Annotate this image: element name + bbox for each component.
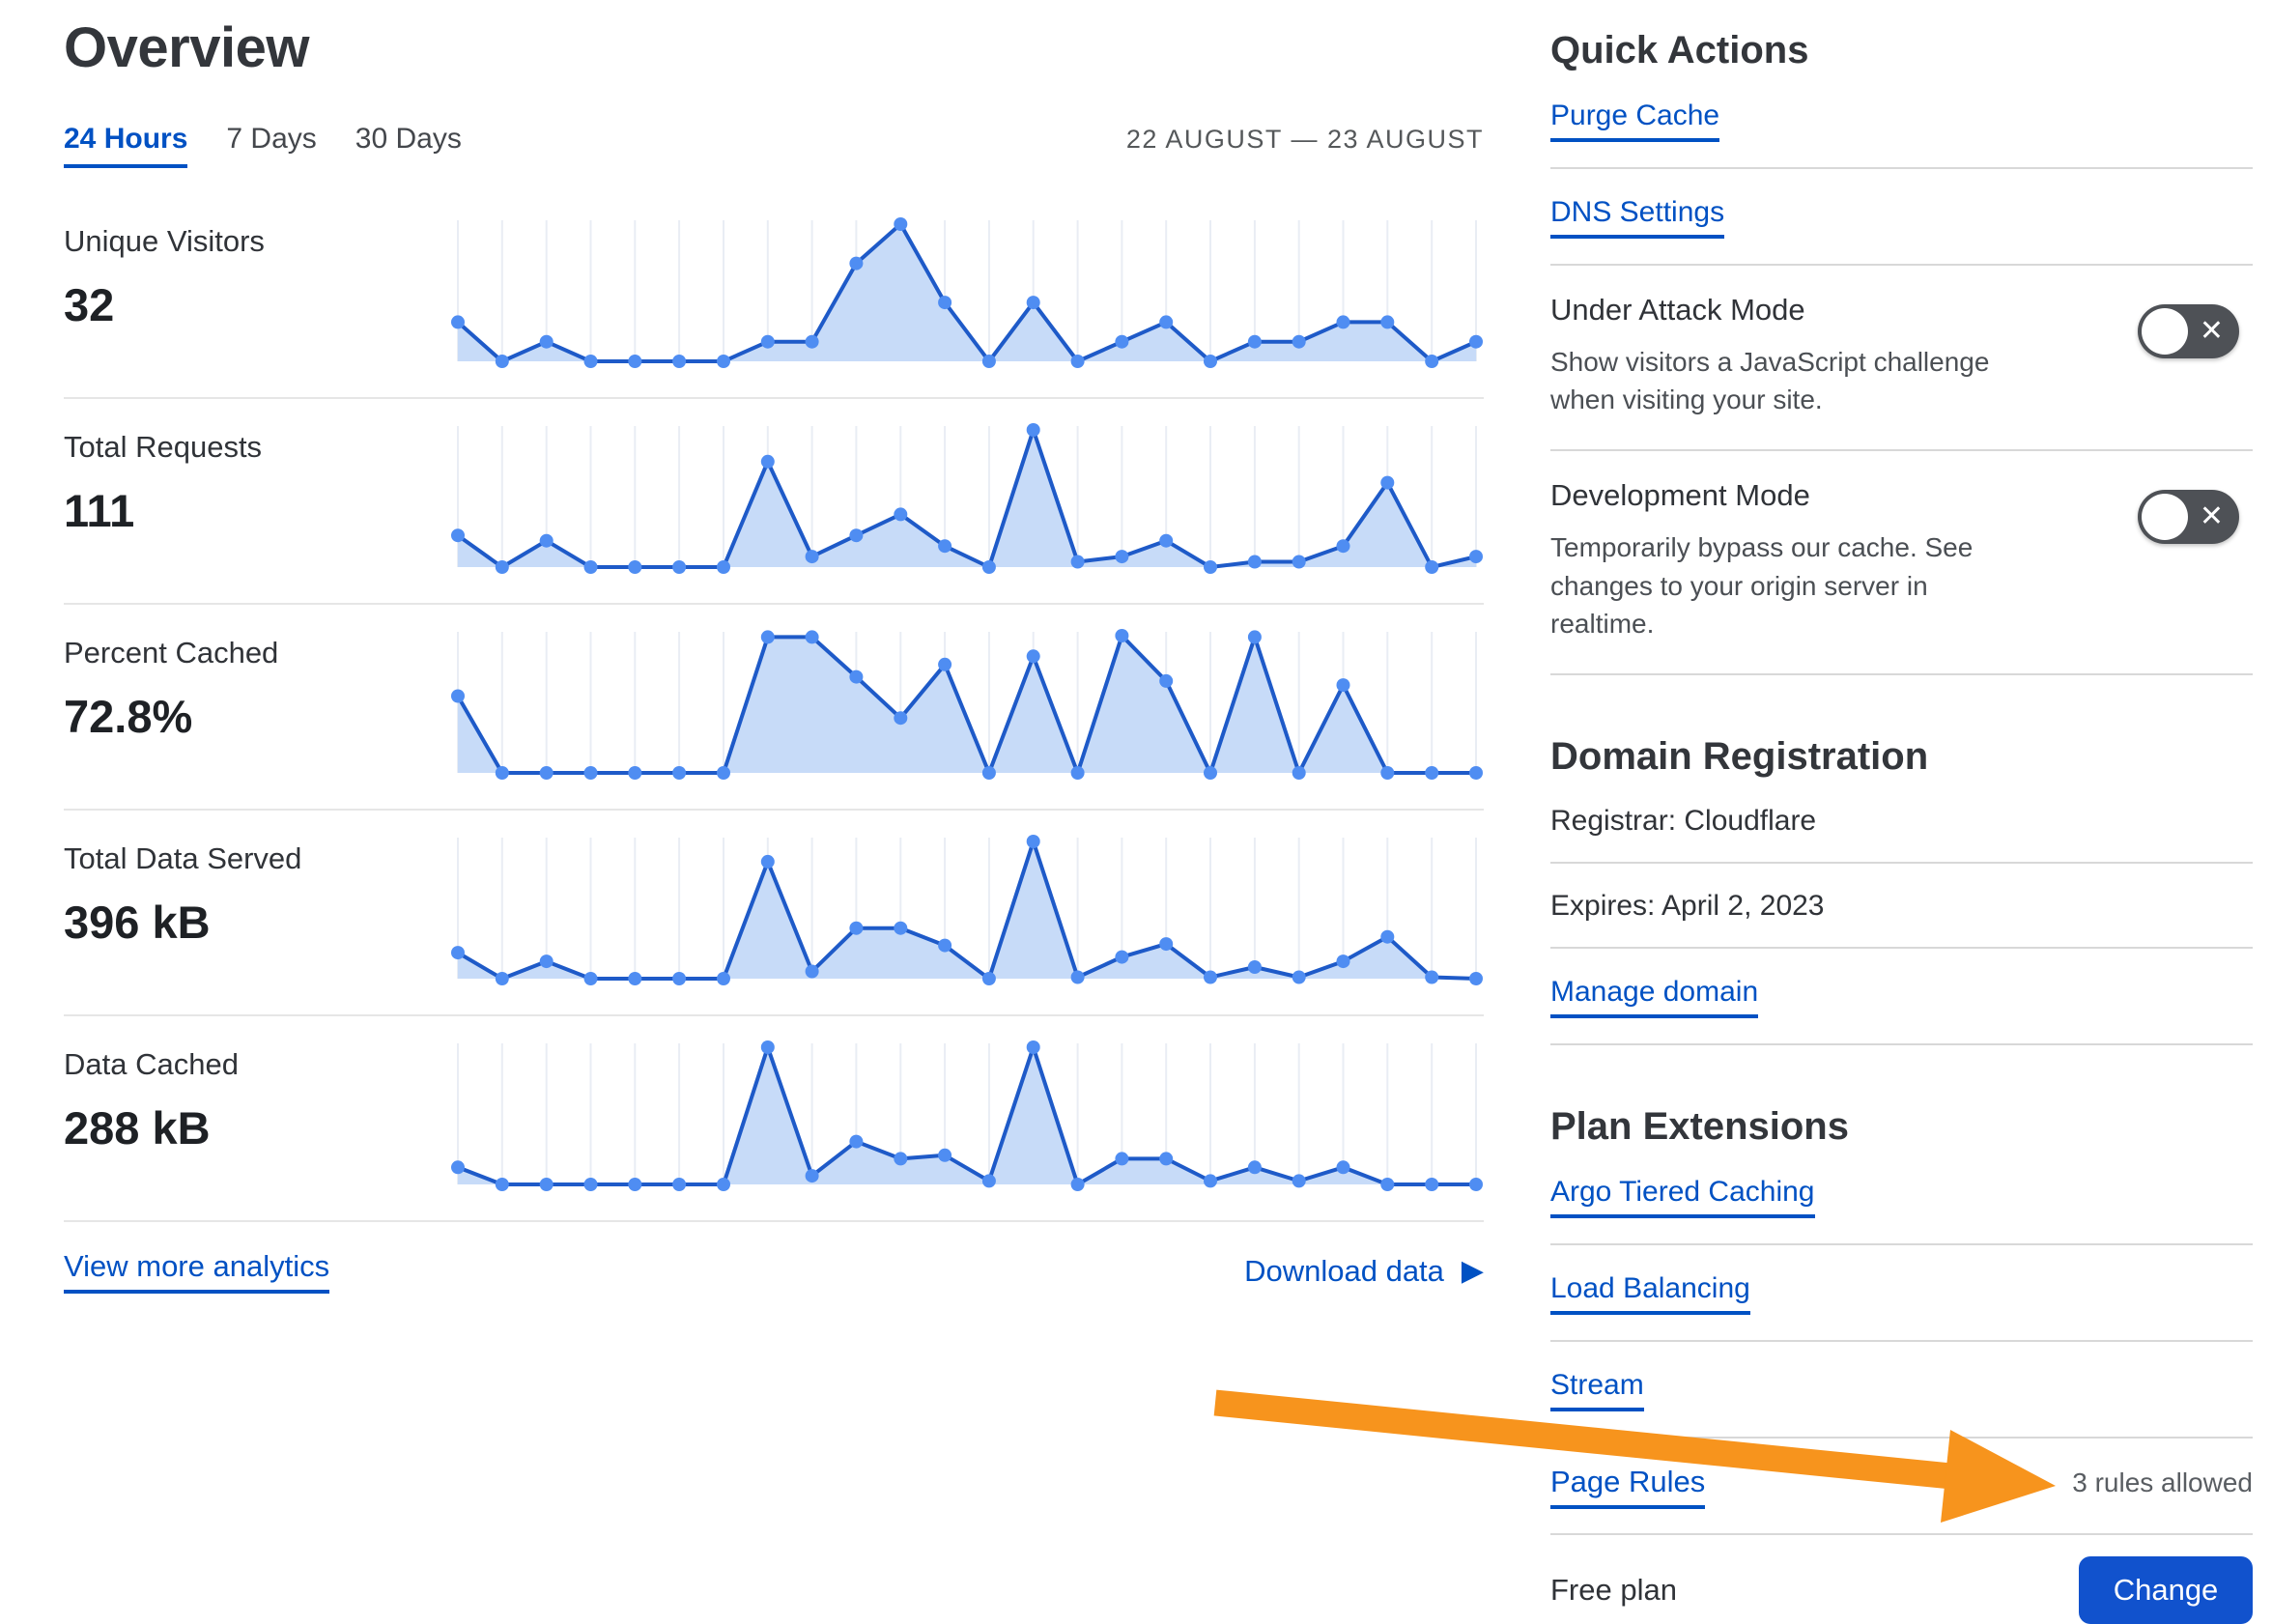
download-data-link[interactable]: Download data ▶ <box>1244 1254 1484 1288</box>
purge-cache-link[interactable]: Purge Cache <box>1550 100 1720 142</box>
under-attack-mode-row: Under Attack Mode Show visitors a JavaSc… <box>1550 266 2253 452</box>
sparkline-chart-percent-cached <box>450 605 1484 809</box>
tab-24-hours[interactable]: 24 Hours <box>64 123 188 168</box>
registrar-row: Registrar: Cloudflare <box>1550 779 2253 864</box>
toggle-knob <box>2142 494 2188 541</box>
view-more-analytics-link[interactable]: View more analytics <box>64 1249 330 1294</box>
toggle-off-x-icon: ✕ <box>2199 500 2224 533</box>
sparkline-chart-total-data-served <box>450 811 1484 1014</box>
download-arrow-icon: ▶ <box>1461 1255 1484 1287</box>
development-mode-toggle[interactable]: ✕ <box>2138 490 2239 545</box>
expires-row: Expires: April 2, 2023 <box>1550 864 2253 949</box>
metric-chart-list: Unique Visitors 32 Total Requests 111 Pe… <box>64 193 1484 1222</box>
manage-domain-row: Manage domain <box>1550 949 2253 1045</box>
dns-settings-link[interactable]: DNS Settings <box>1550 196 1725 239</box>
under-attack-mode-description: Show visitors a JavaScript challenge whe… <box>1550 347 1990 415</box>
metric-label: Percent Cached <box>64 636 279 670</box>
metric-value: 32 <box>64 279 115 330</box>
plan-name: Free plan <box>1550 1572 1677 1607</box>
stream-row: Stream <box>1550 1342 2253 1439</box>
development-mode-row: Development Mode Temporarily bypass our … <box>1550 451 2253 675</box>
metric-value: 111 <box>64 485 135 536</box>
time-range-tabs: 24 Hours 7 Days 30 Days 22 AUGUST — 23 A… <box>64 123 1484 168</box>
metric-label: Total Data Served <box>64 841 302 875</box>
chart-row-percent-cached: Percent Cached 72.8% <box>64 605 1484 811</box>
page-rules-link[interactable]: Page Rules <box>1550 1465 1706 1509</box>
sparkline-chart-unique-visitors <box>450 193 1484 397</box>
chart-row-unique-visitors: Unique Visitors 32 <box>64 193 1484 399</box>
date-range-label: 22 AUGUST — 23 AUGUST <box>1125 125 1484 154</box>
sparkline-chart-total-requests <box>450 399 1484 603</box>
sparkline-chart-data-cached <box>450 1016 1484 1220</box>
metric-label: Total Requests <box>64 430 263 464</box>
sparkline-svg <box>451 629 1483 780</box>
sparkline-svg <box>451 1040 1483 1191</box>
chart-row-data-cached: Data Cached 288 kB <box>64 1016 1484 1222</box>
page-rules-allowance: 3 rules allowed <box>2072 1467 2253 1497</box>
metric-label: Unique Visitors <box>64 224 265 258</box>
plan-row: Free plan Change <box>1550 1535 2253 1624</box>
stream-link[interactable]: Stream <box>1550 1369 1644 1411</box>
sidebar-panel: Quick Actions Purge Cache DNS Settings U… <box>1550 0 2253 1624</box>
expires-value: Expires: April 2, 2023 <box>1550 889 1825 922</box>
under-attack-mode-toggle[interactable]: ✕ <box>2138 304 2239 358</box>
load-balancing-row: Load Balancing <box>1550 1245 2253 1342</box>
metric-value: 288 kB <box>64 1102 211 1154</box>
plan-extensions-heading: Plan Extensions <box>1550 1104 1849 1148</box>
purge-cache-row: Purge Cache <box>1550 72 2253 169</box>
load-balancing-link[interactable]: Load Balancing <box>1550 1272 1750 1315</box>
domain-registration-heading: Domain Registration <box>1550 734 1929 778</box>
sparkline-svg <box>451 423 1483 574</box>
manage-domain-link[interactable]: Manage domain <box>1550 976 1759 1018</box>
registrar-value: Registrar: Cloudflare <box>1550 804 1817 837</box>
chart-row-total-data-served: Total Data Served 396 kB <box>64 811 1484 1016</box>
toggle-knob <box>2142 308 2188 355</box>
tab-7-days[interactable]: 7 Days <box>226 123 317 155</box>
metric-value: 396 kB <box>64 897 211 948</box>
quick-actions-heading: Quick Actions <box>1550 29 1809 71</box>
development-mode-description: Temporarily bypass our cache. See change… <box>1550 532 1974 639</box>
page-rules-row: Page Rules 3 rules allowed <box>1550 1439 2253 1535</box>
tab-30-days[interactable]: 30 Days <box>355 123 462 155</box>
metric-value: 72.8% <box>64 691 193 742</box>
sparkline-svg <box>451 217 1483 368</box>
development-mode-title: Development Mode <box>1550 478 1810 513</box>
toggle-off-x-icon: ✕ <box>2199 315 2224 347</box>
under-attack-mode-title: Under Attack Mode <box>1550 293 1805 327</box>
change-plan-button[interactable]: Change <box>2079 1555 2253 1624</box>
dns-settings-row: DNS Settings <box>1550 169 2253 266</box>
metric-label: Data Cached <box>64 1047 239 1081</box>
chart-row-total-requests: Total Requests 111 <box>64 399 1484 605</box>
argo-tiered-caching-row: Argo Tiered Caching <box>1550 1149 2253 1245</box>
analytics-panel: Overview 24 Hours 7 Days 30 Days 22 AUGU… <box>64 0 1484 1294</box>
page-title: Overview <box>64 16 309 79</box>
argo-tiered-caching-link[interactable]: Argo Tiered Caching <box>1550 1176 1815 1218</box>
sparkline-svg <box>451 835 1483 985</box>
